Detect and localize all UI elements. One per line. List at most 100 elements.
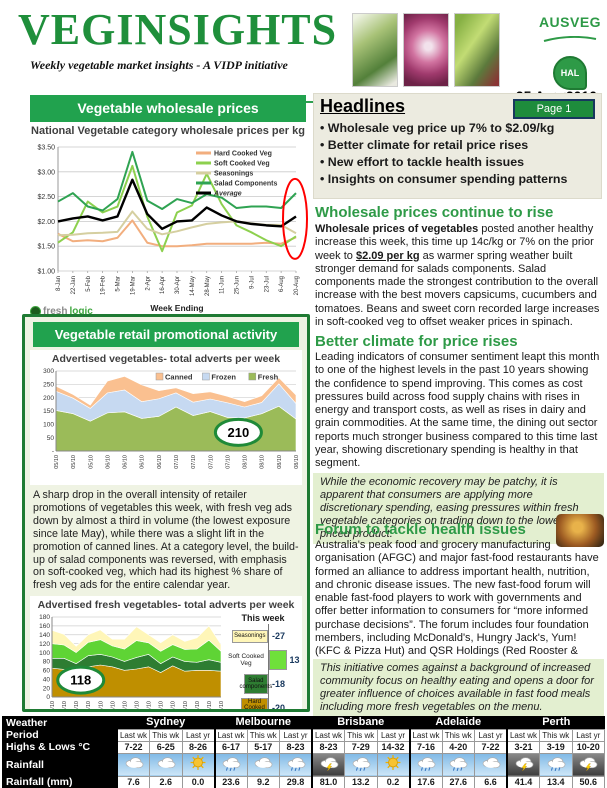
hal-logo: HAL — [553, 56, 587, 90]
weather-temps: 4-20 — [441, 740, 475, 754]
rain-cloud-icon — [287, 756, 305, 771]
weather-icon-cell — [441, 752, 475, 777]
svg-text:Hard Cooked Veg: Hard Cooked Veg — [214, 151, 272, 158]
svg-text:06/10: 06/10 — [86, 701, 92, 712]
weather-period: Last yr — [181, 728, 215, 742]
svg-text:23-Jul: 23-Jul — [264, 276, 270, 292]
weather-period: Last yr — [376, 728, 410, 742]
weather-period: This wk — [246, 728, 280, 742]
svg-text:50: 50 — [47, 435, 55, 442]
svg-text:05/10: 05/10 — [54, 455, 60, 469]
svg-text:08/10: 08/10 — [260, 455, 266, 469]
initiative-callout: This initiative comes against a backgrou… — [313, 659, 604, 717]
svg-text:118: 118 — [70, 673, 91, 688]
rain-cloud-icon — [449, 756, 468, 771]
svg-text:06/10: 06/10 — [110, 701, 116, 712]
weather-period: This wk — [149, 728, 183, 742]
weather-icon-cell — [571, 752, 605, 777]
svg-text:$1.50: $1.50 — [37, 244, 55, 251]
svg-text:07/10: 07/10 — [174, 455, 180, 469]
weather-period: This wk — [344, 728, 378, 742]
weather-rainfall: 29.8 — [279, 775, 313, 788]
svg-text:0: 0 — [46, 694, 50, 701]
storm-icon — [320, 756, 338, 771]
this-week-value: -27 — [272, 631, 286, 642]
rain-cloud-icon — [352, 756, 371, 771]
weather-table: Weather Sydney Melbourne Brisbane Adelaide Pe… — [2, 716, 605, 788]
logo-block: AUSVEG HAL Know-how for Horticulture™ — [538, 14, 602, 97]
wholesale-chart-title: National Vegetable category wholesale pr… — [31, 125, 305, 137]
retail-panel: Vegetable retail promotional activity Ad… — [22, 314, 310, 712]
weather-icon-cell — [279, 752, 313, 777]
weather-rainfall: 41.4 — [506, 775, 540, 788]
svg-text:08/10: 08/10 — [243, 455, 249, 469]
weather-rainfall: 27.6 — [441, 775, 475, 788]
weather-temps: 7-29 — [344, 740, 378, 754]
retail-paragraph: A sharp drop in the overall intensity of… — [33, 489, 299, 592]
cloud-icon — [125, 756, 143, 768]
this-week-value: 13 — [289, 655, 300, 666]
weather-rainfall: 6.6 — [474, 775, 508, 788]
weather-temps: 8-23 — [311, 740, 345, 754]
svg-text:07/10: 07/10 — [159, 701, 165, 712]
forum-heading: Forum to tackle health issues — [315, 521, 526, 538]
this-week-row: Seasonings -27 — [224, 624, 302, 649]
weather-row-label: Highs & Lows °C — [2, 741, 117, 753]
svg-text:07/10: 07/10 — [171, 701, 177, 712]
bokchoy-photo — [352, 13, 398, 87]
headline-item: New effort to tackle health issues — [320, 154, 595, 171]
svg-text:05/10: 05/10 — [88, 455, 94, 469]
retail-fresh-chart-title: Advertised fresh vegetables- total adver… — [37, 599, 295, 612]
weather-temps: 6-17 — [213, 740, 248, 754]
wholesale-section-bar: Vegetable wholesale prices — [30, 95, 306, 122]
wholesale-chart: National Vegetable category wholesale pr… — [24, 123, 312, 317]
headline-item: Wholesale veg price up 7% to $2.09/kg — [320, 120, 595, 137]
svg-text:60: 60 — [43, 668, 51, 675]
headline-item: Better climate for retail price rises — [320, 137, 595, 154]
cloud-icon — [482, 756, 500, 768]
svg-text:05/10: 05/10 — [74, 701, 80, 712]
headlines-title: Headlines — [320, 96, 406, 116]
salad-leaves-photo — [454, 13, 500, 87]
weather-city: Perth — [506, 716, 605, 729]
svg-text:08/10: 08/10 — [294, 455, 300, 469]
svg-text:08/10: 08/10 — [183, 701, 189, 712]
weather-rainfall: 81.0 — [311, 775, 345, 788]
weather-rainfall: 23.6 — [213, 775, 248, 788]
svg-text:11-Jun: 11-Jun — [220, 276, 226, 294]
svg-text:$3.50: $3.50 — [37, 145, 55, 152]
weather-period: Last wk — [408, 728, 443, 742]
svg-text:40: 40 — [43, 677, 51, 684]
headline-item: Insights on consumer spending patterns — [320, 171, 595, 188]
this-week-row: Salad components -18 — [224, 672, 302, 697]
svg-text:$2.50: $2.50 — [37, 194, 55, 201]
wholesale-chart-plot: $1.00 $1.50 $2.00 $2.50 $3.00 $3.50 8-Jan 22-Ja… — [37, 145, 308, 313]
svg-text:06/10: 06/10 — [123, 455, 129, 469]
svg-text:Average: Average — [213, 191, 242, 198]
weather-row-label: Weather — [2, 716, 117, 729]
svg-text:05/10: 05/10 — [62, 701, 68, 712]
retail-total-chart-plot: - 50 100 150 200 250 300 05/10 05/10 05/10 06/10 06… — [43, 368, 300, 469]
svg-text:Salad Components: Salad Components — [214, 181, 278, 188]
weather-temps: 3-19 — [539, 740, 573, 754]
weather-rainfall: 13.2 — [344, 775, 378, 788]
weather-city: Brisbane — [311, 716, 410, 729]
svg-text:06/10: 06/10 — [157, 455, 163, 469]
weather-period: Last wk — [116, 728, 150, 742]
page-badge: Page 1 — [513, 99, 595, 119]
svg-text:08/10: 08/10 — [207, 701, 213, 712]
svg-text:08/10: 08/10 — [195, 701, 201, 712]
weather-icon-cell — [344, 752, 378, 777]
svg-text:300: 300 — [43, 368, 54, 375]
svg-text:07/10: 07/10 — [225, 455, 231, 469]
weather-temps: 7-22 — [116, 740, 150, 754]
svg-text:07/10: 07/10 — [135, 701, 141, 712]
svg-text:180: 180 — [39, 614, 50, 621]
weather-rainfall: 50.6 — [571, 775, 605, 788]
svg-text:$3.00: $3.00 — [37, 169, 55, 176]
this-week-panel: This week Seasonings -27 Soft Cooked Veg… — [224, 611, 302, 709]
weather-period: This wk — [441, 728, 475, 742]
svg-text:28-May: 28-May — [205, 276, 211, 296]
this-week-row: Hard Cooked Veg -20 — [224, 696, 302, 709]
